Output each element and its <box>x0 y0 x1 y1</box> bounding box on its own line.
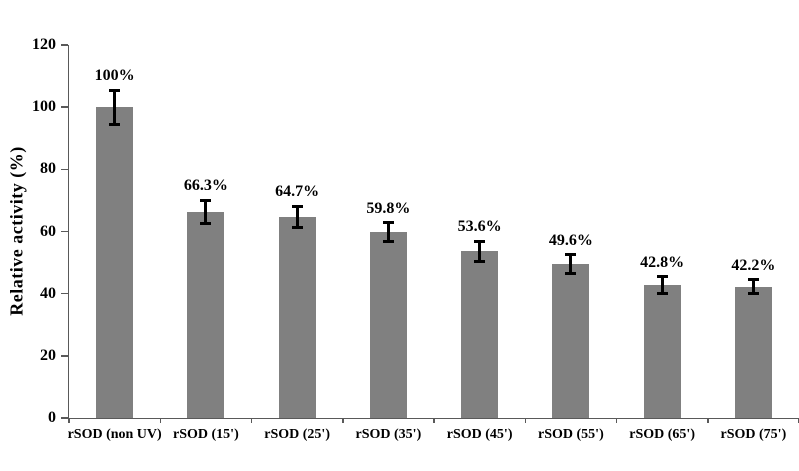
y-tick-label: 40 <box>40 284 56 302</box>
y-axis-tick <box>60 44 68 46</box>
x-axis-tick <box>433 418 435 423</box>
y-tick-label: 100 <box>32 98 56 116</box>
x-tick-label: rSOD (65') <box>629 427 695 442</box>
y-axis-tick <box>60 106 68 108</box>
error-bar-cap-top <box>109 88 121 92</box>
error-bar-cap-bottom <box>291 226 303 230</box>
x-axis-tick <box>159 418 161 423</box>
plot-area: 0 20 40 60 80 100 120 100% rSOD (non UV) 66.3% rSO… <box>32 37 799 442</box>
error-bar-cap-top <box>474 239 486 243</box>
y-tick-label: 0 <box>48 409 56 426</box>
x-tick-label: rSOD (25') <box>264 427 330 442</box>
x-tick-label: rSOD (15') <box>173 427 239 442</box>
error-bar-cap-top <box>291 204 303 208</box>
x-axis-tick <box>250 418 253 423</box>
error-bar-line <box>204 200 208 224</box>
x-axis-tick <box>524 418 526 423</box>
value-label: 66.3% <box>183 177 228 195</box>
error-bar-cap-bottom <box>382 239 394 243</box>
error-bar-line <box>295 206 299 228</box>
bar <box>461 251 499 418</box>
error-bar-cap-bottom <box>656 291 668 295</box>
error-bar-cap-top <box>565 253 577 256</box>
value-label: 49.6% <box>548 231 593 249</box>
value-label: 100% <box>94 67 135 85</box>
y-axis-tick <box>60 355 68 357</box>
value-label: 42.2% <box>731 256 776 274</box>
bar <box>734 286 772 418</box>
error-bar-line <box>660 276 664 294</box>
x-axis-tick <box>342 418 344 423</box>
y-tick-label: 60 <box>40 222 56 240</box>
error-bar-cap-bottom <box>747 292 759 296</box>
bar <box>278 216 316 418</box>
error-bar-cap-bottom <box>565 271 577 275</box>
bar <box>187 211 225 418</box>
error-bar-cap-bottom <box>474 260 486 264</box>
y-axis-tick <box>60 230 68 233</box>
value-label: 53.6% <box>457 218 502 236</box>
error-bar-line <box>569 254 573 274</box>
bar <box>369 232 407 418</box>
x-tick-label: rSOD (non UV) <box>67 427 162 442</box>
y-tick-label: 80 <box>40 160 56 178</box>
bar <box>643 284 681 418</box>
value-label: 42.8% <box>640 253 685 271</box>
error-bar-line <box>751 279 755 294</box>
x-axis-tick <box>615 418 618 423</box>
x-tick-label: rSOD (55') <box>538 427 604 442</box>
y-tick-label: 120 <box>32 36 56 53</box>
error-bar-cap-bottom <box>109 122 121 126</box>
error-bar-line <box>386 222 390 242</box>
x-tick-label: rSOD (45') <box>446 427 513 442</box>
x-tick-label: rSOD (75') <box>720 427 787 442</box>
bar <box>96 107 134 418</box>
value-label: 59.8% <box>366 199 411 217</box>
error-bar-line <box>478 241 482 262</box>
x-axis-tick <box>707 418 709 423</box>
y-axis-title: Relative activity (%) <box>6 146 27 316</box>
error-bar-cap-top <box>656 275 668 279</box>
x-tick-label: rSOD (35') <box>355 427 422 442</box>
y-axis-tick <box>60 417 68 419</box>
y-tick-label: 20 <box>40 346 56 364</box>
y-axis-tick <box>60 168 68 171</box>
error-bar-line <box>113 90 117 125</box>
error-bar-cap-top <box>747 278 759 282</box>
value-label: 64.7% <box>275 183 320 201</box>
error-bar-cap-bottom <box>200 221 212 225</box>
y-axis-tick <box>60 292 68 295</box>
x-axis-tick <box>68 418 70 423</box>
error-bar-cap-top <box>382 221 394 225</box>
bar <box>552 263 590 418</box>
error-bar-cap-top <box>200 198 212 202</box>
